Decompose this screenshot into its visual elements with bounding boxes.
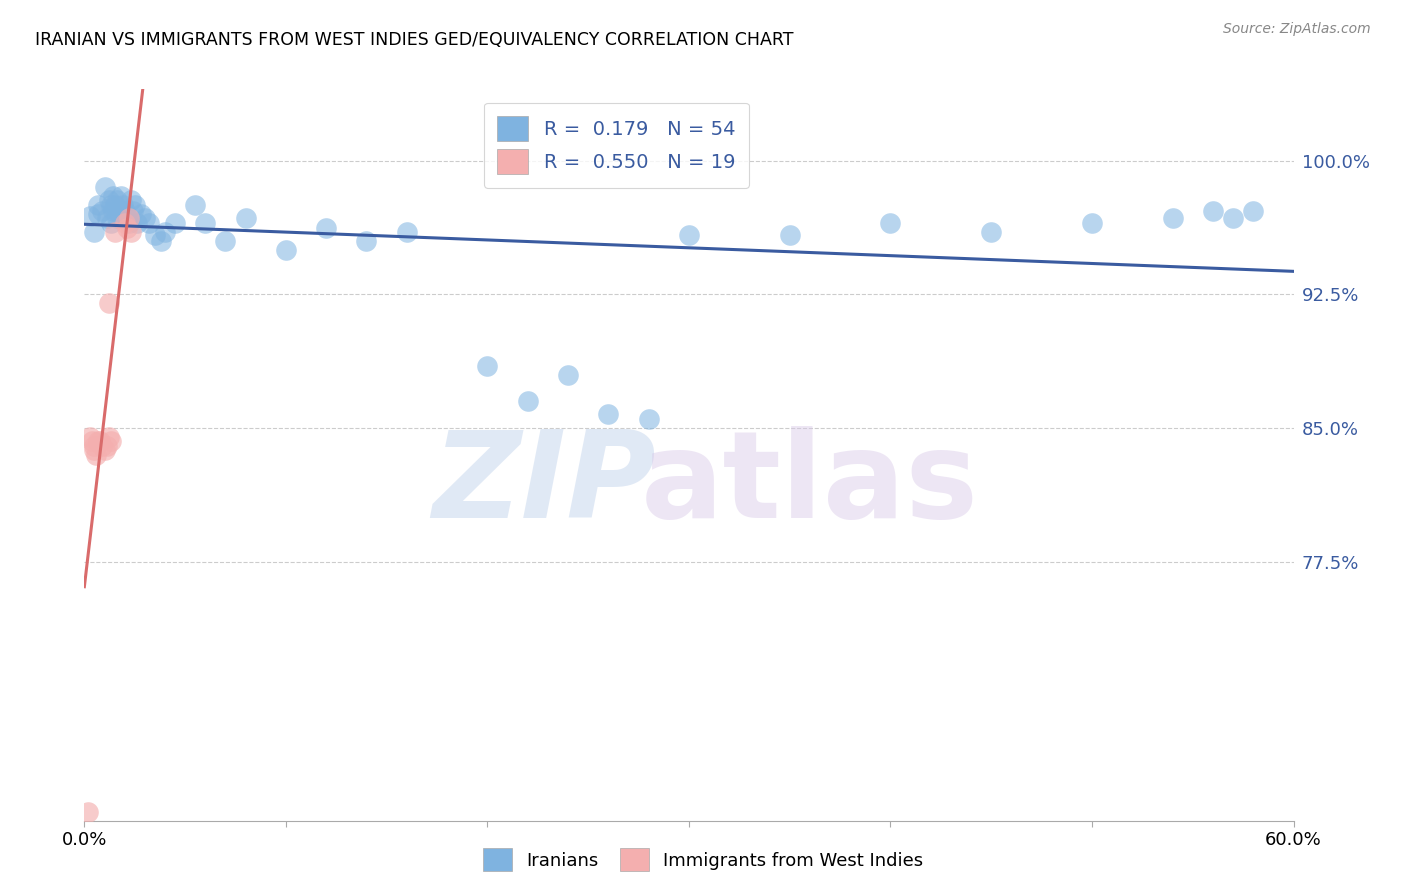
Text: Source: ZipAtlas.com: Source: ZipAtlas.com — [1223, 22, 1371, 37]
Point — [93, 442, 115, 457]
Point — [678, 228, 700, 243]
Point — [1081, 216, 1104, 230]
Point — [1202, 203, 1225, 218]
Point — [120, 225, 142, 239]
Point — [118, 211, 141, 225]
Point — [83, 225, 105, 239]
Point — [105, 211, 128, 225]
Point — [143, 228, 166, 243]
Point — [153, 225, 176, 239]
Point — [86, 448, 108, 462]
Text: ZIP: ZIP — [432, 425, 655, 542]
Point — [97, 193, 120, 207]
Point — [1161, 211, 1184, 225]
Point — [235, 211, 257, 225]
Point — [115, 211, 138, 225]
Point — [83, 439, 105, 453]
Point — [100, 216, 122, 230]
Point — [477, 359, 499, 373]
Point — [1222, 211, 1244, 225]
Point — [114, 216, 136, 230]
Point — [598, 407, 620, 421]
Point — [96, 211, 118, 225]
Point — [138, 216, 160, 230]
Point — [104, 225, 127, 239]
Point — [115, 221, 138, 235]
Point — [101, 203, 124, 218]
Point — [82, 434, 104, 448]
Point — [395, 225, 418, 239]
Point — [114, 203, 136, 218]
Point — [516, 394, 538, 409]
Point — [87, 198, 110, 212]
Point — [111, 198, 134, 212]
Point — [87, 207, 110, 221]
Point — [124, 198, 146, 212]
Point — [118, 216, 141, 230]
Point — [165, 216, 187, 230]
Point — [100, 434, 122, 448]
Point — [77, 805, 100, 819]
Point — [637, 412, 659, 426]
Point — [83, 442, 105, 457]
Point — [184, 198, 207, 212]
Point — [91, 203, 114, 218]
Point — [79, 209, 101, 223]
Point — [104, 198, 127, 212]
Point — [315, 221, 337, 235]
Point — [121, 203, 143, 218]
Point — [1241, 203, 1264, 218]
Text: IRANIAN VS IMMIGRANTS FROM WEST INDIES GED/EQUIVALENCY CORRELATION CHART: IRANIAN VS IMMIGRANTS FROM WEST INDIES G… — [35, 31, 793, 49]
Legend: Iranians, Immigrants from West Indies: Iranians, Immigrants from West Indies — [475, 841, 931, 879]
Legend: R =  0.179   N = 54, R =  0.550   N = 19: R = 0.179 N = 54, R = 0.550 N = 19 — [484, 103, 749, 187]
Point — [125, 216, 148, 230]
Point — [356, 234, 378, 248]
Point — [79, 430, 101, 444]
Point — [87, 434, 110, 448]
Point — [97, 296, 120, 310]
Point — [93, 180, 115, 194]
Point — [274, 243, 297, 257]
Point — [101, 189, 124, 203]
Point — [107, 207, 129, 221]
Point — [194, 216, 217, 230]
Point — [779, 228, 801, 243]
Point — [557, 368, 579, 382]
Point — [105, 193, 128, 207]
Text: atlas: atlas — [641, 425, 979, 542]
Point — [110, 189, 132, 203]
Point — [134, 211, 156, 225]
Point — [980, 225, 1002, 239]
Point — [96, 439, 118, 453]
Point — [100, 198, 122, 212]
Point — [149, 234, 172, 248]
Point — [120, 193, 142, 207]
Point — [214, 234, 236, 248]
Point — [879, 216, 901, 230]
Point — [89, 434, 111, 448]
Point — [129, 207, 152, 221]
Point — [91, 439, 114, 453]
Point — [97, 430, 120, 444]
